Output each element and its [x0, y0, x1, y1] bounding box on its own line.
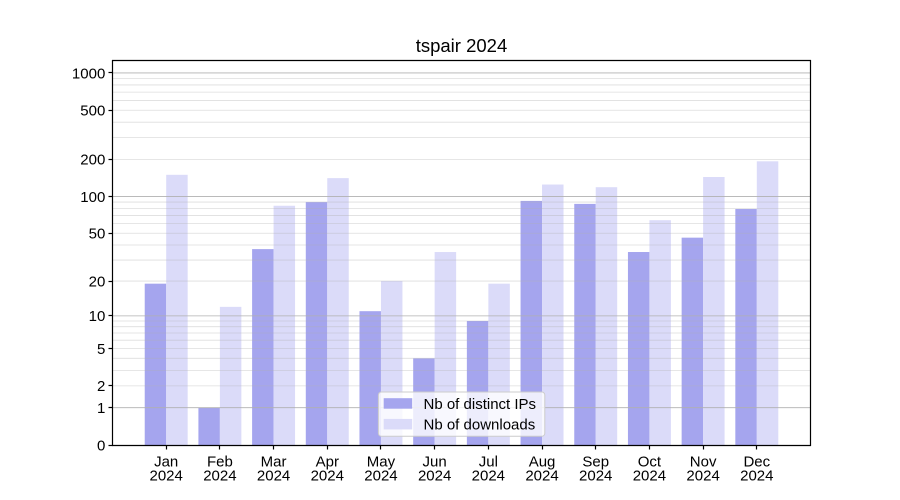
svg-text:1: 1	[97, 400, 105, 417]
svg-text:Dec: Dec	[743, 453, 770, 470]
svg-text:Mar: Mar	[261, 453, 287, 470]
svg-text:Nov: Nov	[690, 453, 717, 470]
svg-text:2024: 2024	[364, 467, 397, 484]
svg-text:5: 5	[97, 341, 105, 358]
svg-text:2024: 2024	[633, 467, 666, 484]
svg-text:10: 10	[89, 308, 106, 325]
svg-text:Jan: Jan	[154, 453, 178, 470]
svg-text:100: 100	[80, 189, 105, 206]
svg-text:2024: 2024	[579, 467, 612, 484]
svg-text:0: 0	[97, 437, 105, 454]
svg-text:2024: 2024	[686, 467, 719, 484]
svg-text:1000: 1000	[72, 65, 105, 82]
svg-text:2024: 2024	[472, 467, 505, 484]
svg-text:200: 200	[80, 152, 105, 169]
svg-text:50: 50	[89, 226, 106, 243]
svg-text:May: May	[367, 453, 396, 470]
svg-text:20: 20	[89, 273, 106, 290]
svg-text:500: 500	[80, 103, 105, 120]
svg-text:Aug: Aug	[529, 453, 556, 470]
svg-text:2024: 2024	[257, 467, 290, 484]
svg-text:2: 2	[97, 378, 105, 395]
svg-text:2024: 2024	[150, 467, 183, 484]
svg-text:2024: 2024	[203, 467, 236, 484]
svg-text:2024: 2024	[418, 467, 451, 484]
svg-text:Apr: Apr	[316, 453, 339, 470]
svg-text:tspair 2024: tspair 2024	[416, 35, 508, 56]
svg-text:2024: 2024	[525, 467, 558, 484]
svg-text:Sep: Sep	[582, 453, 609, 470]
svg-text:2024: 2024	[311, 467, 344, 484]
svg-text:Nb of distinct IPs: Nb of distinct IPs	[424, 396, 537, 413]
svg-text:Jun: Jun	[423, 453, 447, 470]
svg-text:Nb of downloads: Nb of downloads	[424, 417, 536, 434]
svg-text:Feb: Feb	[207, 453, 233, 470]
svg-text:Oct: Oct	[638, 453, 662, 470]
svg-text:Jul: Jul	[479, 453, 498, 470]
svg-text:2024: 2024	[740, 467, 773, 484]
